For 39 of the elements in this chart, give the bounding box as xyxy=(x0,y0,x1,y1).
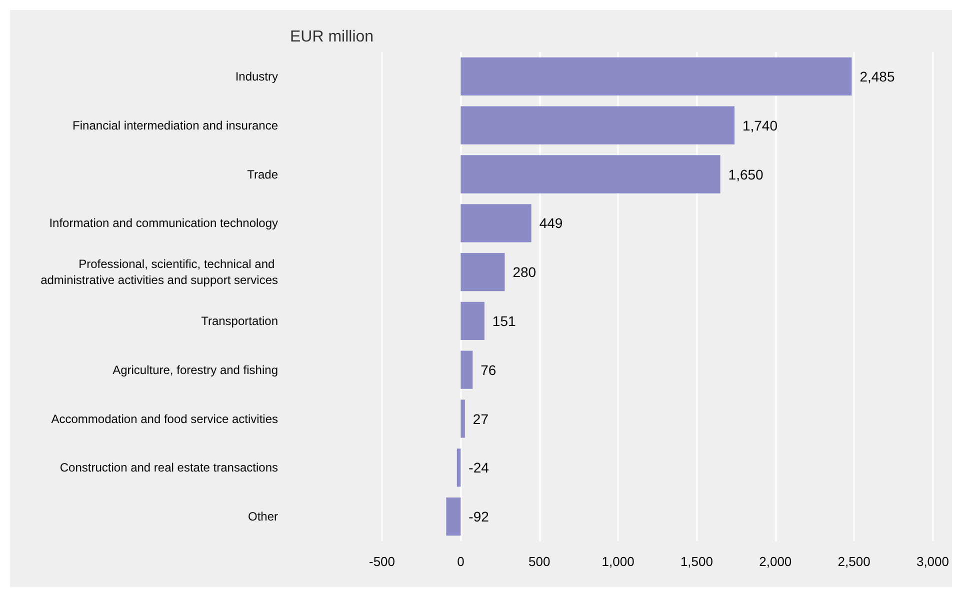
x-tick-label: 1,500 xyxy=(680,554,713,569)
bar xyxy=(456,448,461,487)
data-label: 1,650 xyxy=(728,166,764,182)
data-label: 2,485 xyxy=(860,68,895,84)
bar xyxy=(460,155,720,194)
data-label: 1,740 xyxy=(742,117,778,134)
data-label: 449 xyxy=(539,215,563,232)
x-tick-label: 500 xyxy=(528,554,550,569)
x-tick-label: 2,500 xyxy=(838,554,870,569)
y-tick-label: Other xyxy=(248,510,278,524)
data-label: 280 xyxy=(512,264,536,280)
bar xyxy=(460,252,505,292)
data-label: 76 xyxy=(480,362,496,378)
x-tick-label: 3,000 xyxy=(916,554,950,569)
y-tick-label: Information and communication technology xyxy=(49,216,278,230)
x-tick-label: 2,000 xyxy=(759,554,792,569)
x-tick-label: 0 xyxy=(457,554,464,569)
bar xyxy=(460,204,532,242)
y-tick-label: Professional, scientific, technical and administrative activities and support services xyxy=(40,257,278,288)
data-label: -24 xyxy=(468,460,490,476)
bar xyxy=(460,400,465,438)
y-tick-label: Industry xyxy=(235,69,278,84)
y-tick-label: Financial intermediation and insurance xyxy=(72,118,278,132)
bar xyxy=(460,302,484,340)
y-tick-label: Accommodation and food service activities xyxy=(51,412,278,426)
bar xyxy=(460,350,473,389)
data-label: 151 xyxy=(492,312,516,329)
y-tick-label: Construction and real estate transactions xyxy=(60,460,278,475)
data-label: 27 xyxy=(472,410,489,427)
bar xyxy=(460,57,852,96)
bar xyxy=(460,106,734,144)
x-axis-title: EUR million xyxy=(290,28,374,46)
x-tick-label: 1,000 xyxy=(602,554,634,569)
y-tick-label: Trade xyxy=(247,167,278,182)
y-tick-label: Transportation xyxy=(201,314,278,328)
y-tick-label: Agriculture, forestry and fishing xyxy=(112,362,278,377)
data-label: -92 xyxy=(468,508,490,525)
x-tick-label: -500 xyxy=(368,554,396,569)
bar xyxy=(446,497,461,536)
